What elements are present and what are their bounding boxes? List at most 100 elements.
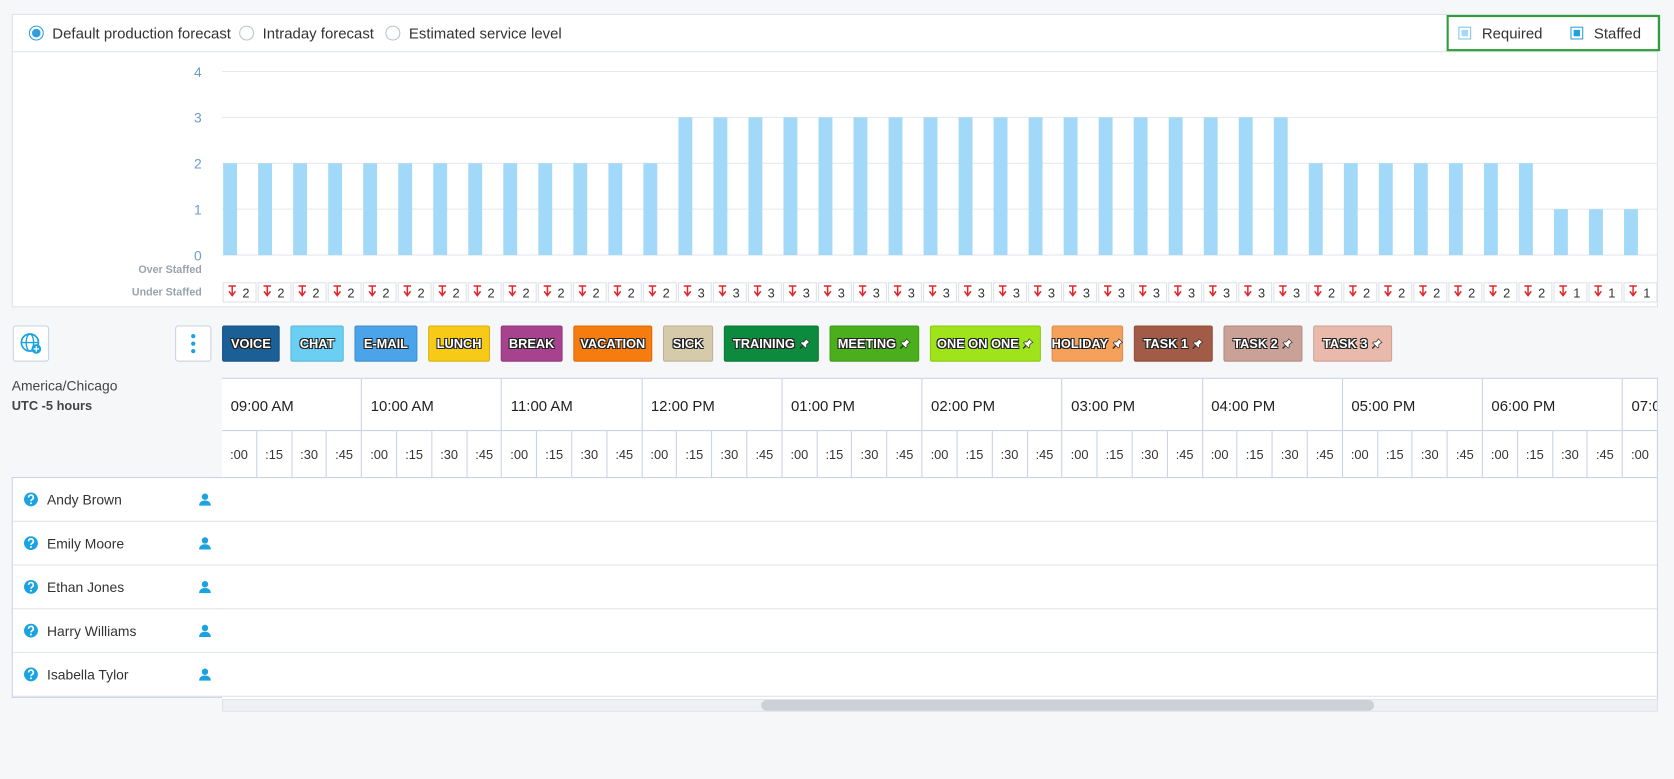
help-icon[interactable] <box>23 579 38 594</box>
minute-label: :00 <box>362 431 398 479</box>
activity-button[interactable]: VOICE <box>222 325 280 362</box>
minute-label: :45 <box>467 431 503 479</box>
agent-name: Isabella Tylor <box>46 666 129 683</box>
under-staffed-value: 2 <box>312 286 319 301</box>
radio-dot[interactable] <box>385 25 401 41</box>
checkbox[interactable] <box>1570 26 1584 40</box>
bar <box>1518 163 1533 256</box>
under-staffed-cell <box>292 282 327 303</box>
under-staffed-value: 2 <box>417 286 424 301</box>
help-icon[interactable] <box>23 492 38 507</box>
under-staffed-cell <box>923 282 957 303</box>
pin-shape <box>799 338 810 349</box>
under-staffed-cell <box>1168 282 1203 303</box>
under-icon <box>1454 285 1462 297</box>
bar <box>1098 117 1113 256</box>
activity-button[interactable]: VACATION <box>573 325 653 362</box>
hour-label: 01:00 PM <box>782 378 923 432</box>
scrollbar-thumb[interactable] <box>761 700 1375 711</box>
activity-button[interactable]: ONE ON ONE <box>929 325 1041 362</box>
activity-button[interactable]: MEETING <box>829 325 920 362</box>
radio-label: Default production forecast <box>52 24 231 42</box>
help-icon[interactable] <box>23 623 38 638</box>
help-dot <box>29 502 32 505</box>
bar <box>328 163 343 256</box>
agent-icon[interactable] <box>199 537 212 550</box>
under-staffed-cell <box>993 282 1028 303</box>
activity-button[interactable]: TASK 1 <box>1133 325 1213 362</box>
radio-dot[interactable] <box>239 25 255 41</box>
under-staffed-value: 1 <box>1608 286 1615 301</box>
timezone-name: America/Chicago <box>11 377 118 394</box>
under-icon <box>1279 285 1287 297</box>
activity-button[interactable]: TASK 3 <box>1313 325 1393 362</box>
under-icon <box>543 285 552 297</box>
pin-icon <box>799 338 810 349</box>
under-staffed-value: 3 <box>733 286 740 301</box>
under-staffed-cell <box>1098 282 1133 303</box>
activity-button[interactable]: HOLIDAY <box>1051 325 1124 362</box>
under-staffed-value: 2 <box>1538 286 1545 301</box>
bar <box>1589 209 1603 256</box>
under-staffed-cell <box>467 282 502 303</box>
under-staffed-value: 2 <box>1328 286 1335 301</box>
activity-button[interactable]: TRAINING <box>723 325 819 362</box>
under-staffed-cell <box>1028 282 1063 303</box>
pin-icon <box>1192 338 1204 349</box>
agent-icon[interactable] <box>199 493 212 506</box>
activity-button[interactable]: SICK <box>662 325 714 362</box>
activity-button[interactable]: E-MAIL <box>354 325 418 362</box>
radio-dot[interactable] <box>28 25 44 41</box>
under-icon <box>1174 285 1182 297</box>
under-icon <box>1244 285 1252 297</box>
help-mark <box>27 494 35 502</box>
under-staffed-label: Under Staffed <box>132 287 202 299</box>
minute-label: :30 <box>1272 431 1308 479</box>
activity-button[interactable]: CHAT <box>290 325 344 362</box>
help-icon[interactable] <box>23 536 38 551</box>
help-icon[interactable] <box>23 667 38 682</box>
checkbox[interactable] <box>1458 26 1472 40</box>
staffed-toggle[interactable]: Staffed <box>1570 17 1641 49</box>
minute-label: :15 <box>817 431 853 479</box>
timezone-button[interactable] <box>12 325 50 362</box>
bar <box>888 117 903 256</box>
timezone-offset: UTC -5 hours <box>11 398 93 413</box>
minute-label: :00 <box>1342 431 1378 479</box>
required-toggle[interactable]: Required <box>1458 17 1542 49</box>
y-tick-label: 3 <box>194 110 202 126</box>
activity-label: TASK 1 <box>1143 336 1189 352</box>
activity-button[interactable]: BREAK <box>500 325 563 362</box>
under-icon <box>1068 285 1077 297</box>
under-icon <box>788 285 797 297</box>
under-staffed-value: 2 <box>1363 286 1370 301</box>
activity-button[interactable]: TASK 2 <box>1223 325 1303 362</box>
agent-icon[interactable] <box>199 668 212 681</box>
bar <box>818 117 833 256</box>
kebab-icon <box>191 334 196 354</box>
under-staffed-value: 2 <box>382 286 389 301</box>
under-staffed-value: 2 <box>1468 286 1475 301</box>
minute-label: :15 <box>1097 431 1133 479</box>
hour-label: 09:00 AM <box>222 378 363 432</box>
radio-option[interactable]: Intraday forecast <box>239 14 374 51</box>
agent-icon[interactable] <box>199 624 212 638</box>
under-icon <box>1209 285 1217 297</box>
under-staffed-cell <box>817 282 852 303</box>
hour-label: 03:00 PM <box>1062 378 1203 432</box>
under-staffed-value: 3 <box>1048 286 1055 301</box>
row-line <box>222 520 1657 522</box>
radio-option[interactable]: Estimated service level <box>385 14 562 51</box>
minute-label: :45 <box>747 431 783 479</box>
help-dot <box>29 546 32 548</box>
under-staffed-cell <box>502 282 537 303</box>
agent-icon[interactable] <box>199 581 212 594</box>
pin-shape <box>1192 338 1204 349</box>
under-staffed-cell <box>1343 282 1378 303</box>
under-staffed-value: 2 <box>523 286 530 301</box>
radio-option[interactable]: Default production forecast <box>28 14 231 51</box>
activity-button[interactable]: LUNCH <box>428 325 491 362</box>
more-button[interactable] <box>175 325 212 362</box>
bar <box>1343 163 1358 256</box>
